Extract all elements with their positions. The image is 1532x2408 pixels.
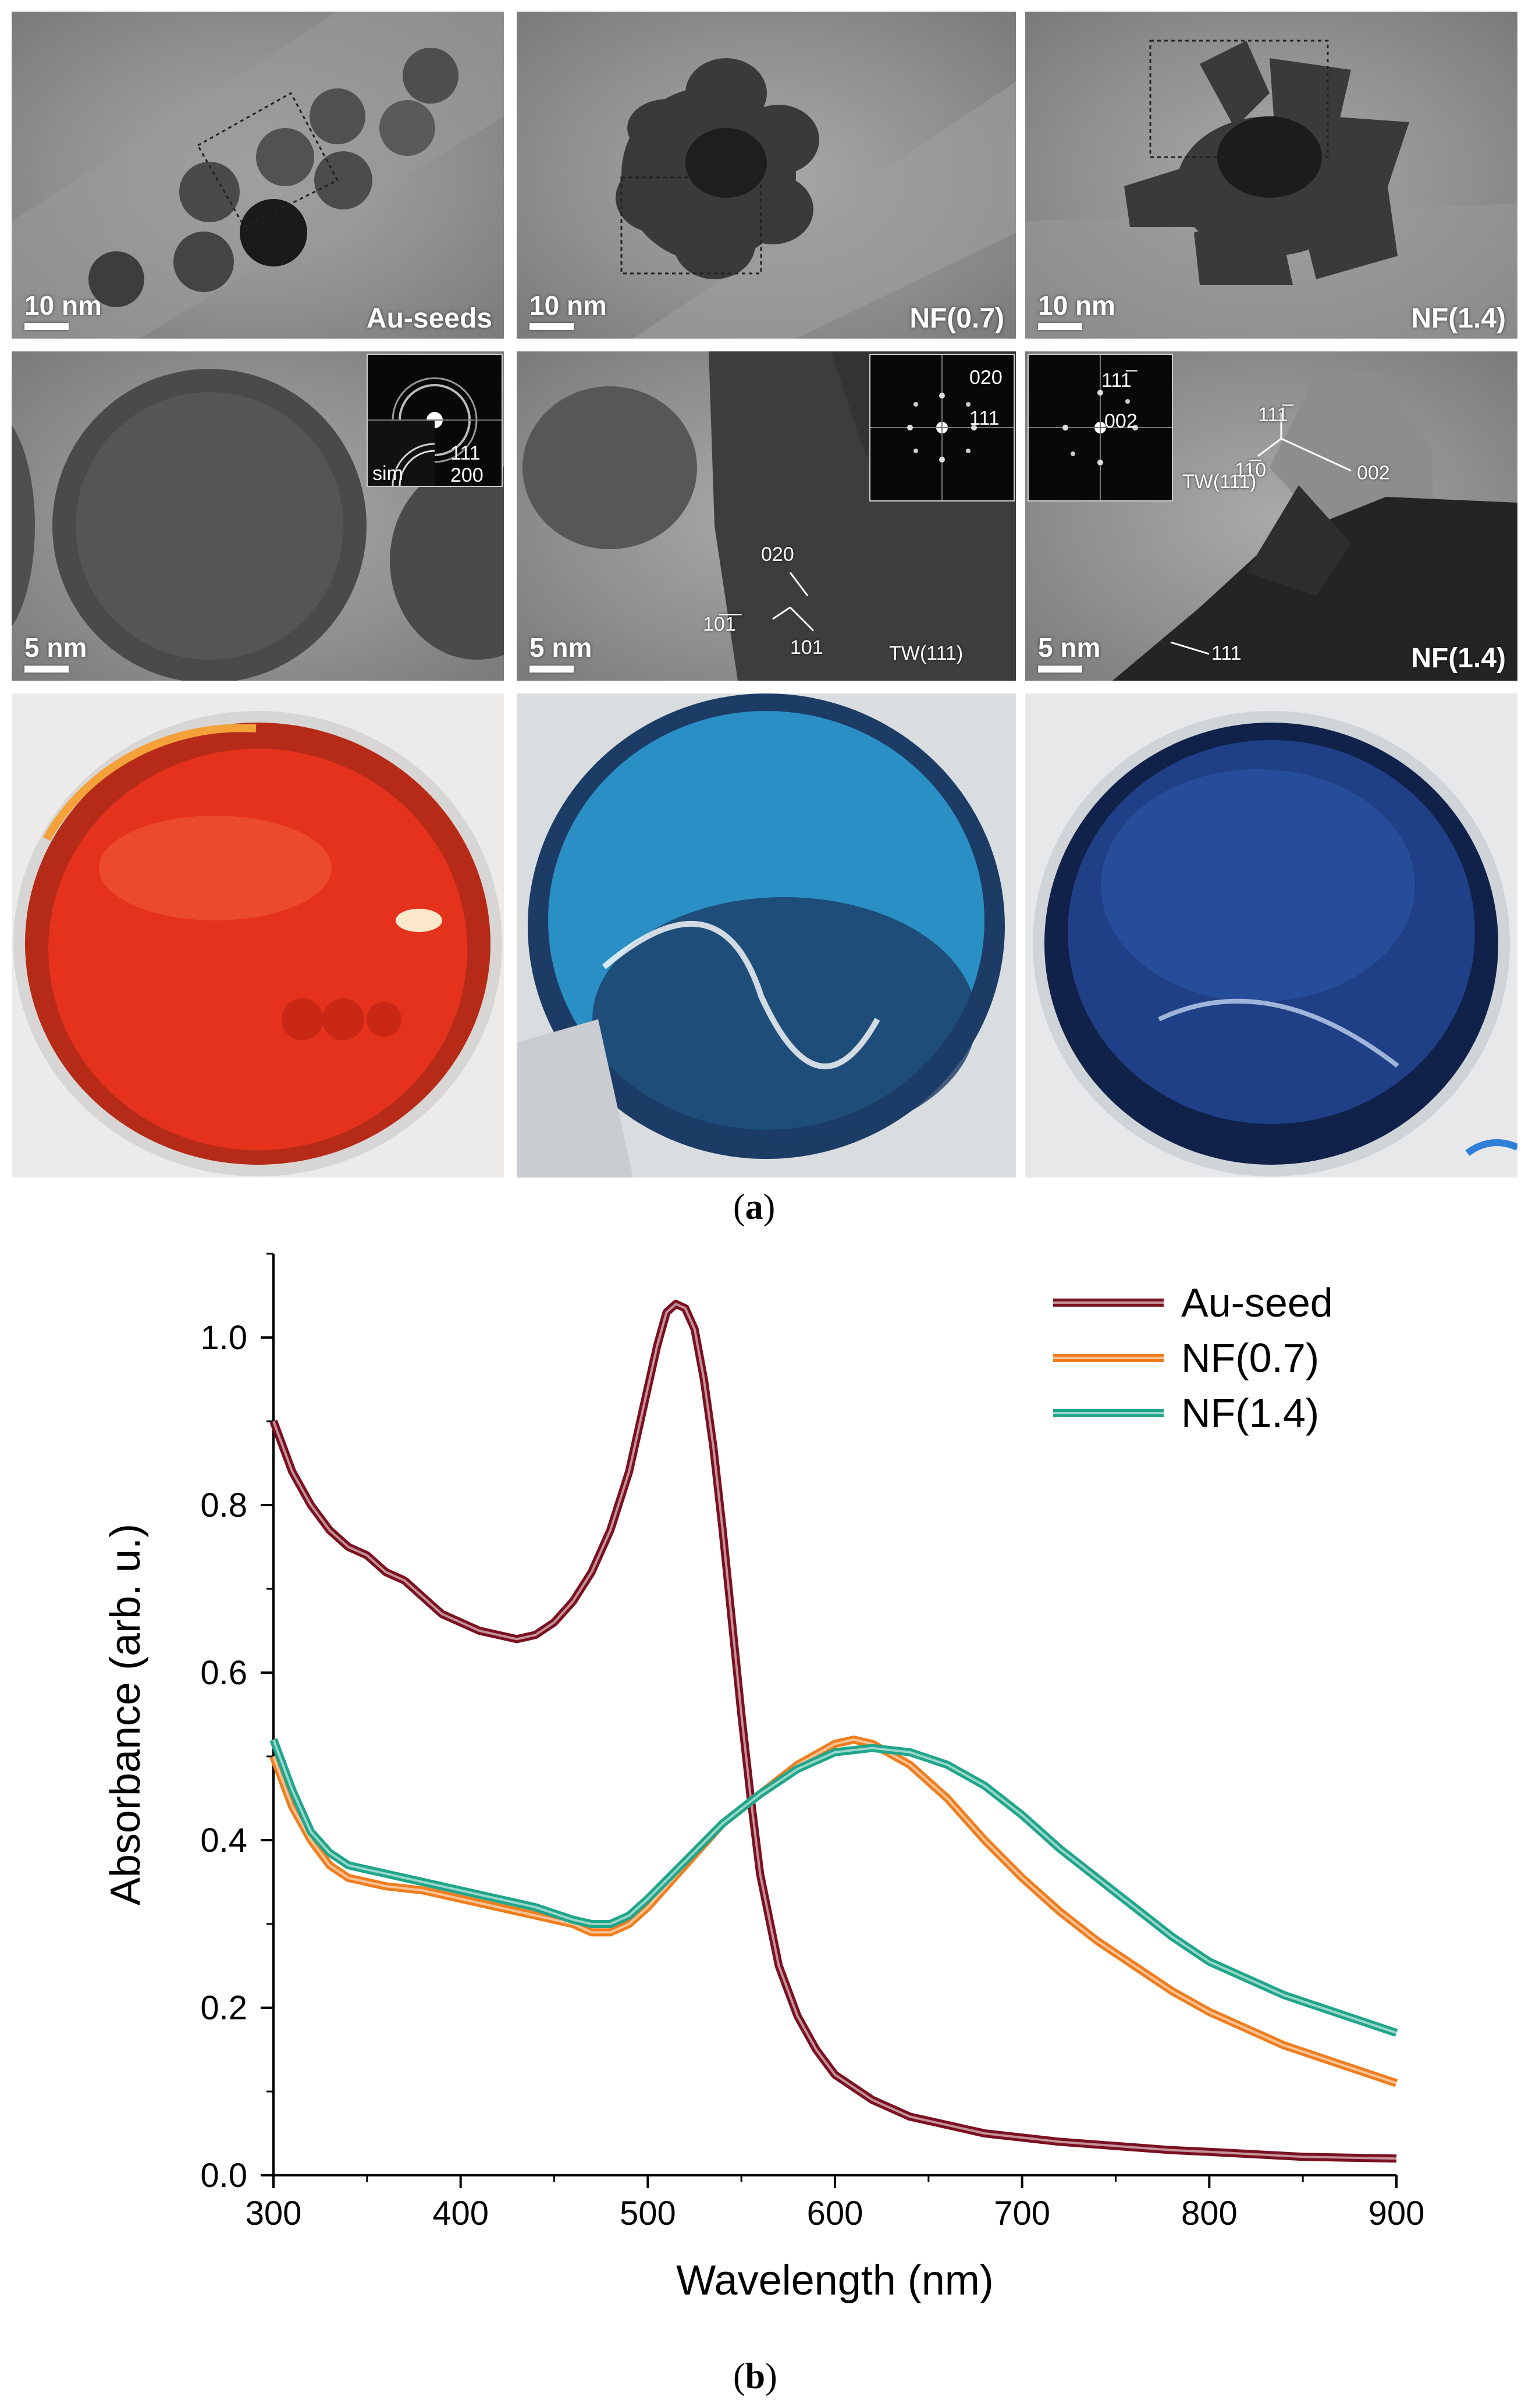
fft-spots: [1029, 355, 1172, 500]
lattice-annotation: 111̅: [1258, 404, 1288, 426]
au-seeds-particles: [12, 12, 504, 339]
scale-bar: [529, 323, 574, 330]
legend-label: Au-seed: [1181, 1280, 1333, 1325]
sample-label: NF(1.4): [1411, 303, 1506, 334]
tem-image-au-seeds: 10 nm Au-seeds: [12, 12, 504, 339]
lattice-annotation: TW(111): [1182, 471, 1257, 493]
scale-bar: [24, 323, 69, 330]
lattice-annotation: 002: [1357, 462, 1390, 484]
beaker-photo-dark-blue: [1033, 711, 1517, 1176]
nf14-particle: [1025, 40, 1517, 339]
x-tick-label: 400: [432, 2194, 489, 2232]
lattice-annotation: 111: [1211, 642, 1242, 664]
tem-image-nf07: 10 nm NF(0.7): [517, 12, 1016, 339]
lattice-annotation: 101: [790, 636, 823, 659]
x-tick-label: 500: [620, 2194, 676, 2232]
y-tick-label: 0.6: [200, 1654, 247, 1692]
inset-index-label: 111: [450, 442, 481, 464]
series-line-inner: [272, 1738, 1397, 2085]
sample-label: Au-seeds: [366, 303, 492, 334]
photo-nf07-solution: [517, 693, 1016, 1178]
inset-index-label: 020: [969, 367, 1003, 389]
inset-index-label: sim: [372, 463, 403, 485]
y-axis-label: Absorbance (arb. u.): [102, 1524, 149, 1905]
scale-label: 10 nm: [529, 290, 607, 321]
lattice-annotation: 11̅0: [1235, 459, 1267, 481]
caption-a: (a): [733, 1187, 776, 1227]
lattice-annotation: 10̅1̅: [703, 613, 736, 635]
beaker-photo-light-blue: [517, 693, 1005, 1178]
series-line-outer: [269, 1735, 1398, 2087]
y-tick-label: 0.2: [200, 1989, 247, 2027]
scale-label: 5 nm: [24, 632, 87, 663]
tem-image-nf14: 10 nm NF(1.4): [1025, 12, 1517, 339]
x-axis-label: Wavelength (nm): [676, 2257, 994, 2304]
x-tick-label: 800: [1181, 2194, 1238, 2232]
scale-bar: [24, 666, 69, 673]
x-tick-label: 300: [246, 2194, 302, 2232]
hrtem-image-au-seed: 111 200 sim 5 nm: [12, 351, 504, 681]
photo-au-seeds-solution: [12, 693, 504, 1178]
sample-label: NF(0.7): [909, 303, 1004, 334]
photo-nf14-solution: [1025, 693, 1517, 1178]
scale-bar: [1038, 323, 1082, 330]
diffraction-inset: 111 200 sim: [367, 354, 503, 487]
scale-label: 5 nm: [1038, 632, 1101, 663]
beaker-liquid: [48, 749, 467, 1150]
fft-inset: 111̅ 002: [1028, 354, 1173, 501]
scale-label: 10 nm: [1038, 290, 1115, 321]
inset-index-label: 002: [1104, 410, 1138, 432]
inset-index-label: 111̅: [1101, 369, 1132, 392]
y-tick-label: 1.0: [200, 1319, 247, 1357]
inset-index-label: 111: [969, 407, 1000, 429]
series-line-inner: [272, 1739, 1397, 2034]
fft-inset: 020 111: [869, 354, 1015, 501]
absorbance-chart: 300 400 500 600 700 800 900 0.0 0.2 0.4 0.6 0.8 1.0 W…: [102, 1253, 1425, 2304]
scale-bar: [529, 666, 574, 673]
x-tick-label: 900: [1369, 2194, 1425, 2232]
series-line-inner: [272, 1303, 1397, 2160]
au-seed-lattice: [12, 369, 504, 681]
legend-label: NF(0.7): [1181, 1335, 1319, 1381]
legend-label: NF(1.4): [1181, 1390, 1319, 1436]
hrtem-image-nf07: 020 111 020 10̅1̅ 101 TW(111) 5 nm: [517, 351, 1016, 681]
beaker-photo-red: [13, 711, 502, 1176]
nf14-lattice: [1112, 369, 1517, 681]
scale-label: 10 nm: [24, 290, 102, 321]
scale-bar: [1038, 666, 1082, 673]
y-tick-label: 0.4: [200, 1822, 247, 1859]
hrtem-image-nf14: 111̅ 002 111̅ 11̅0 002 TW(111) 111 NF(1.…: [1025, 351, 1517, 681]
sample-label: NF(1.4): [1411, 643, 1506, 674]
y-tick-label: 0.0: [200, 2157, 247, 2194]
lattice-annotation: 020: [761, 543, 794, 565]
lattice-annotation: TW(111): [889, 642, 964, 664]
inset-index-label: 200: [450, 464, 484, 486]
nf07-particle: [616, 58, 1016, 339]
simulated-diffraction-rings: [368, 377, 502, 486]
caption-b: (b): [733, 2357, 777, 2396]
x-tick-label: 700: [994, 2194, 1050, 2232]
y-tick-label: 0.8: [200, 1486, 247, 1524]
scale-label: 5 nm: [529, 632, 592, 663]
x-tick-label: 600: [807, 2194, 863, 2232]
fft-spots: [870, 355, 1014, 500]
